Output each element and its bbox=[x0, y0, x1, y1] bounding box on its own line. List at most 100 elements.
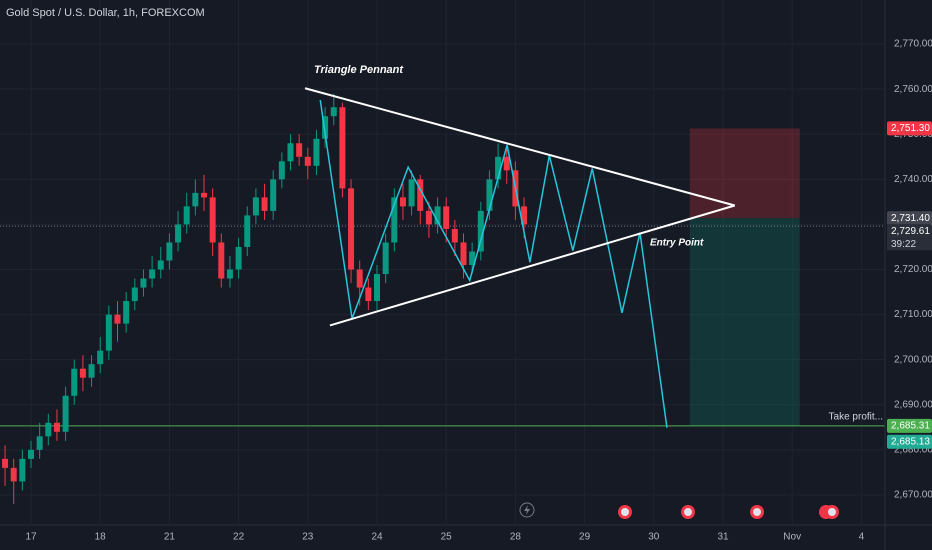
y-tick-label: 2,680.00 bbox=[894, 444, 932, 455]
annotation: Take profit... bbox=[829, 412, 883, 423]
y-tick-label: 2,670.00 bbox=[894, 490, 932, 501]
candle-body bbox=[226, 269, 233, 279]
candle-body bbox=[425, 210, 432, 225]
candle-body bbox=[503, 156, 510, 171]
candle-body bbox=[218, 242, 225, 279]
candle-body bbox=[235, 246, 242, 270]
candle-body bbox=[391, 197, 398, 243]
y-tick-label: 2,710.00 bbox=[894, 309, 932, 320]
target-zone bbox=[689, 218, 800, 426]
candle-body bbox=[131, 287, 138, 302]
candle-body bbox=[477, 210, 484, 252]
x-tick-label: 24 bbox=[371, 532, 383, 543]
candle-body bbox=[192, 192, 199, 207]
candle-body bbox=[183, 206, 190, 225]
x-tick-label: 28 bbox=[510, 532, 522, 543]
candle-body bbox=[348, 188, 355, 270]
plot-area bbox=[0, 87, 885, 504]
candle-body bbox=[79, 368, 86, 378]
candle-body bbox=[270, 179, 277, 211]
candle-body bbox=[365, 287, 372, 302]
price-label-box bbox=[887, 434, 932, 449]
y-tick-label: 2,770.00 bbox=[894, 39, 932, 50]
candle-body bbox=[10, 467, 17, 482]
projection-path bbox=[319, 99, 668, 428]
x-tick-label: 29 bbox=[579, 532, 591, 543]
x-tick-label: 30 bbox=[648, 532, 660, 543]
candle-body bbox=[486, 179, 493, 211]
candle-body bbox=[252, 197, 259, 216]
countdown: 39:22 bbox=[891, 239, 916, 250]
candle-body bbox=[322, 116, 329, 139]
x-tick-label: Nov bbox=[783, 532, 801, 543]
candle-body bbox=[62, 395, 69, 432]
price-label: 2,685.31 bbox=[891, 421, 930, 432]
candle-body bbox=[451, 228, 458, 243]
candle-body bbox=[201, 192, 208, 198]
candle-body bbox=[2, 458, 9, 468]
y-tick-label: 2,690.00 bbox=[894, 399, 932, 410]
annotation: Entry Point bbox=[650, 238, 704, 249]
event-icons bbox=[519, 502, 839, 519]
candle-body bbox=[460, 242, 467, 266]
candle-body bbox=[417, 179, 424, 211]
y-tick-label: 2,700.00 bbox=[894, 354, 932, 365]
candle-body bbox=[88, 364, 95, 378]
price-label-box bbox=[887, 121, 932, 136]
y-tick-label: 2,760.00 bbox=[894, 84, 932, 95]
flag bbox=[621, 508, 629, 516]
candle-body bbox=[157, 260, 164, 270]
price-label: 2,729.61 bbox=[891, 226, 930, 237]
candle-body bbox=[521, 206, 528, 225]
candle-body bbox=[114, 314, 121, 324]
x-tick-label: 22 bbox=[233, 532, 245, 543]
candle-body bbox=[105, 314, 112, 351]
candle-body bbox=[339, 107, 346, 189]
x-tick-label: 31 bbox=[717, 532, 729, 543]
flag bbox=[753, 508, 761, 516]
candle-body bbox=[244, 215, 251, 247]
chart-title: Gold Spot / U.S. Dollar, 1h, FOREXCOM bbox=[6, 7, 205, 19]
candle-body bbox=[28, 449, 35, 459]
countdown-box bbox=[887, 238, 932, 251]
triangle-upper-line bbox=[304, 87, 736, 207]
candle-body bbox=[278, 161, 285, 180]
candle-body bbox=[399, 197, 406, 207]
y-tick-label: 2,740.00 bbox=[894, 174, 932, 185]
x-tick-label: 17 bbox=[25, 532, 37, 543]
candle-body bbox=[71, 368, 78, 396]
candle-body bbox=[166, 242, 173, 261]
candle-body bbox=[382, 242, 389, 275]
triangle-lower-line bbox=[329, 204, 736, 327]
candle-body bbox=[313, 138, 320, 166]
candle-body bbox=[45, 422, 52, 437]
candle-body bbox=[434, 206, 441, 225]
candle-body bbox=[374, 274, 381, 302]
flag bbox=[684, 508, 692, 516]
candle-body bbox=[97, 350, 104, 365]
candle-body bbox=[53, 422, 60, 432]
x-tick-label: 25 bbox=[441, 532, 453, 543]
candle-body bbox=[356, 269, 363, 288]
candle-body bbox=[296, 143, 303, 157]
price-label: 2,731.40 bbox=[891, 213, 930, 224]
candle-body bbox=[469, 251, 476, 266]
candle-body bbox=[149, 269, 156, 279]
candle-body bbox=[495, 156, 502, 180]
candle-body bbox=[209, 197, 216, 243]
flag bbox=[828, 508, 836, 516]
candle-body bbox=[123, 301, 130, 324]
x-tick-label: 4 bbox=[859, 532, 865, 543]
candle-body bbox=[19, 458, 26, 482]
candle-body bbox=[287, 143, 294, 162]
x-tick-label: 23 bbox=[302, 532, 314, 543]
lightning bbox=[524, 505, 530, 515]
candle-body bbox=[261, 197, 268, 211]
price-label: 2,685.13 bbox=[891, 436, 930, 447]
stop-zone bbox=[689, 128, 800, 219]
x-tick-label: 21 bbox=[164, 532, 176, 543]
price-label-box bbox=[887, 418, 932, 433]
x-tick-label: 18 bbox=[95, 532, 107, 543]
candle-body bbox=[304, 156, 311, 166]
